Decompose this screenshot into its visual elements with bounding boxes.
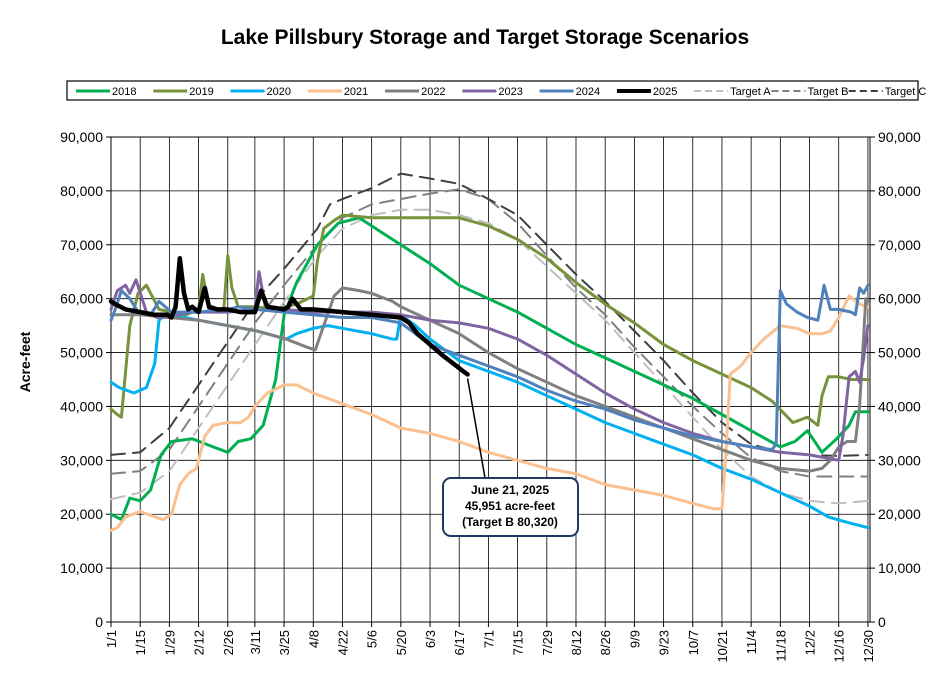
x-tick-label: 12/30 [861,630,876,663]
y-tick-label-left: 50,000 [60,345,103,361]
x-tick-label: 3/11 [248,630,263,654]
x-tick-label: 12/2 [803,630,818,655]
x-tick-label: 8/12 [569,630,584,655]
legend-label-target-b: Target B [807,86,848,98]
y-tick-label-left: 90,000 [60,129,103,145]
x-tick-label: 7/1 [481,630,496,648]
legend-label-target-c: Target C [885,86,927,98]
x-tick-label: 2/12 [192,630,207,655]
x-tick-label: 7/29 [540,630,555,655]
series-line-2018 [109,216,870,522]
y-tick-label-right: 50,000 [878,345,921,361]
legend-label-2021: 2021 [344,86,368,98]
series-line-target-c [110,172,869,457]
callout-box [442,477,579,537]
plot-area-frame [110,136,871,623]
legend: 2018 2019 2020 2021 2022 2023 2024 2025 Target A… [66,80,927,101]
x-tick-label: 4/22 [335,630,350,655]
x-tick-label: 6/3 [423,630,438,648]
y-tick-label-right: 70,000 [878,237,921,253]
x-tick-label: 5/20 [394,630,409,655]
legend-label-2022: 2022 [421,86,445,98]
x-tick-label: 11/18 [773,630,788,662]
series-line-2024 [109,283,870,452]
x-tick-label: 9/9 [627,630,642,648]
x-tick-label: 7/15 [511,630,526,655]
y-axis-label: Acre-feet [17,331,33,392]
legend-label-2018: 2018 [112,86,136,98]
x-tick-label: 12/16 [832,630,847,663]
x-tick-label: 6/17 [452,630,467,655]
y-tick-label-left: 20,000 [60,506,103,522]
y-tick-label-right: 60,000 [878,291,921,307]
y-tick-label-right: 0 [878,614,886,630]
y-tick-label-right: 40,000 [878,398,921,414]
legend-label-2020: 2020 [267,86,291,98]
x-tick-label: 5/6 [365,630,380,648]
x-tick-label: 1/15 [133,630,148,655]
series-line-target-a [110,208,869,505]
y-tick-label-left: 40,000 [60,398,103,414]
y-tick-label-right: 20,000 [878,506,921,522]
y-tick-label-left: 0 [95,614,103,630]
x-tick-label: 10/7 [686,630,701,655]
y-tick-label-right: 90,000 [878,129,921,145]
callout-storage: 45,951 acre-feet [465,499,555,513]
x-tick-label: 8/26 [598,630,613,655]
y-tick-label-right: 80,000 [878,183,921,199]
series-line-2025 [108,256,470,377]
x-axis: 1/1 1/15 1/29 2/12 2/26 3/11 3/25 4/8 4/22 5/6 5/2… [104,622,876,663]
callout-pointer [466,378,486,479]
x-tick-label: 10/21 [715,630,730,663]
callout-target: (Target B 80,320) [462,515,558,529]
x-tick-label: 9/23 [657,630,672,655]
series-layer [108,172,870,532]
series-line-2023 [109,270,870,462]
y-tick-label-right: 30,000 [878,452,921,468]
y-axis-right: 0 10,000 20,000 30,000 40,000 50,000 60,000 70,… [870,129,921,630]
legend-label-target-a: Target A [730,86,771,98]
y-axis-left: 0 10,000 20,000 30,000 40,000 50,000 60,000 70,… [60,129,111,630]
x-tick-label: 11/4 [744,630,759,654]
y-tick-label-left: 10,000 [60,560,103,576]
x-tick-label: 1/29 [162,630,177,655]
callout: June 21, 2025 45,951 acre-feet (Target B… [442,378,579,537]
x-tick-label: 1/1 [104,630,119,648]
callout-date: June 21, 2025 [471,483,549,497]
series-line-2022 [109,286,870,473]
legend-label-2019: 2019 [189,86,213,98]
x-tick-label: 3/25 [277,630,292,655]
y-tick-label-left: 70,000 [60,237,103,253]
legend-label-2025: 2025 [653,86,677,98]
legend-label-2023: 2023 [498,86,522,98]
y-tick-label-left: 80,000 [60,183,103,199]
y-tick-label-left: 60,000 [60,291,103,307]
y-tick-label-left: 30,000 [60,452,103,468]
chart-title: Lake Pillsbury Storage and Target Storag… [221,26,749,49]
y-tick-label-right: 10,000 [878,560,921,576]
x-tick-label: 4/8 [306,630,321,648]
x-tick-label: 2/26 [221,630,236,655]
legend-label-2024: 2024 [576,86,600,98]
